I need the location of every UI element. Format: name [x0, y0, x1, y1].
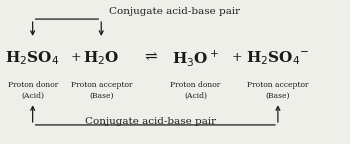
Text: Proton acceptor
(Base): Proton acceptor (Base): [70, 81, 132, 100]
Text: H$_2$SO$_4$$^{-}$: H$_2$SO$_4$$^{-}$: [246, 49, 310, 67]
Text: H$_3$O$^+$: H$_3$O$^+$: [172, 48, 219, 68]
Text: ⇌: ⇌: [145, 51, 158, 65]
Text: Proton donor
(Acid): Proton donor (Acid): [170, 81, 221, 100]
Text: Proton donor
(Acid): Proton donor (Acid): [8, 81, 58, 100]
Text: Conjugate acid-base pair: Conjugate acid-base pair: [110, 7, 240, 16]
Text: Proton acceptor
(Base): Proton acceptor (Base): [247, 81, 309, 100]
Text: H$_2$SO$_4$: H$_2$SO$_4$: [6, 49, 60, 67]
Text: H$_2$O: H$_2$O: [83, 49, 119, 67]
Text: +: +: [231, 51, 242, 64]
Text: +: +: [70, 51, 81, 64]
Text: Conjugate acid-base pair: Conjugate acid-base pair: [85, 117, 217, 126]
